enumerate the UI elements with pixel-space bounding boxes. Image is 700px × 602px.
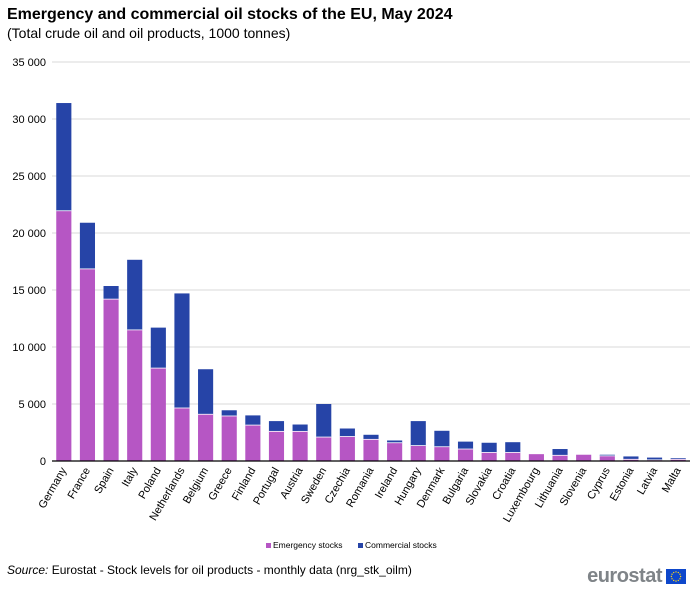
bar-commercial — [103, 286, 119, 300]
bar-commercial — [174, 293, 190, 408]
y-tick-label: 30 000 — [12, 114, 46, 126]
x-tick-label: Malta — [660, 465, 684, 495]
eurostat-logo: eurostat — [587, 565, 686, 588]
x-tick-label: Germany — [36, 465, 69, 511]
flag-star — [675, 571, 677, 573]
logo-text: eurostat — [587, 565, 662, 587]
legend-label-emergency: Emergency stocks — [273, 540, 342, 550]
bar-emergency — [174, 407, 190, 461]
y-tick-label: 0 — [40, 456, 46, 468]
y-tick-label: 10 000 — [12, 342, 46, 354]
flag-star — [677, 571, 679, 574]
bar-emergency — [245, 425, 261, 461]
bar-emergency — [79, 268, 96, 461]
bar-commercial — [387, 440, 403, 443]
bar-commercial — [245, 415, 261, 426]
flag-star — [673, 571, 675, 574]
bar-emergency — [505, 452, 521, 461]
bar-emergency — [268, 431, 285, 461]
chart-title: Emergency and commercial oil stocks of t… — [7, 6, 453, 23]
bar-commercial — [505, 442, 521, 453]
bar-emergency — [56, 210, 72, 461]
source-label: Source: — [7, 563, 49, 577]
x-tick-label: Italy — [120, 465, 141, 489]
bar-emergency — [103, 299, 119, 461]
bar-commercial — [56, 103, 72, 211]
bar-commercial — [457, 441, 474, 450]
bar-emergency — [552, 455, 568, 461]
bar-emergency — [387, 442, 403, 461]
legend-swatch-emergency — [266, 543, 271, 548]
bar-emergency — [599, 455, 615, 461]
x-tick-label: Estonia — [608, 465, 637, 504]
bar-emergency — [410, 445, 426, 461]
chart-subtitle: (Total crude oil and oil products, 1000 … — [7, 25, 291, 41]
bar-commercial — [410, 421, 426, 446]
source-text: Eurostat - Stock levels for oil products… — [51, 563, 412, 577]
y-tick-label: 25 000 — [12, 171, 46, 183]
bar-commercial — [150, 327, 166, 369]
bar-emergency — [623, 459, 639, 461]
bar-commercial — [268, 421, 285, 432]
bar-commercial — [198, 369, 214, 415]
flag-star — [670, 575, 673, 578]
bar-commercial — [646, 457, 663, 460]
bar-emergency — [457, 449, 474, 461]
eu-flag-icon — [666, 569, 686, 584]
bar-commercial — [670, 458, 686, 460]
bar-commercial — [481, 442, 497, 453]
flag-star — [671, 573, 673, 575]
bar-commercial — [552, 449, 568, 456]
bar-emergency — [363, 439, 379, 461]
flag-star — [673, 579, 675, 582]
y-tick-label: 35 000 — [12, 57, 46, 69]
bar-emergency — [670, 459, 686, 461]
stacked-bar-chart: 0 5 000 10 000 15 000 20 000 25 000 30 000 35 0… — [12, 57, 690, 550]
bar-emergency — [150, 368, 166, 461]
bar-emergency — [481, 452, 497, 461]
bar-emergency — [576, 454, 592, 461]
bar-commercial — [363, 434, 379, 440]
y-tick-label: 5 000 — [18, 399, 46, 411]
bar-emergency — [528, 454, 544, 461]
flag-star — [679, 578, 681, 580]
bar-commercial — [292, 424, 308, 432]
y-tick-label: 20 000 — [12, 228, 46, 240]
bar-commercial — [127, 259, 143, 330]
bar-emergency — [434, 446, 450, 461]
x-tick-label: Spain — [92, 466, 116, 496]
bar-commercial — [316, 404, 332, 438]
legend-swatch-commercial — [358, 543, 363, 548]
y-tick-label: 15 000 — [12, 285, 46, 297]
flag-star — [679, 575, 682, 578]
flag-star — [671, 578, 673, 580]
bar-commercial — [434, 430, 450, 447]
bar-commercial — [599, 454, 615, 456]
bar-emergency — [316, 437, 332, 461]
bar-emergency — [127, 329, 143, 461]
flag-star — [675, 580, 677, 582]
bar-commercial — [339, 428, 355, 437]
x-tick-label: Latvia — [635, 465, 661, 497]
x-tick-label: France — [66, 466, 94, 502]
bar-commercial — [623, 456, 639, 460]
bar-emergency — [339, 436, 355, 461]
bar-commercial — [79, 222, 96, 269]
bar-emergency — [292, 431, 308, 461]
source-note: Source: Eurostat - Stock levels for oil … — [7, 563, 412, 577]
bar-emergency — [198, 414, 214, 461]
bar-commercial — [221, 410, 237, 416]
bar-emergency — [221, 415, 237, 461]
legend-label-commercial: Commercial stocks — [365, 540, 437, 550]
flag-star — [677, 579, 679, 582]
flag-star — [679, 573, 681, 575]
